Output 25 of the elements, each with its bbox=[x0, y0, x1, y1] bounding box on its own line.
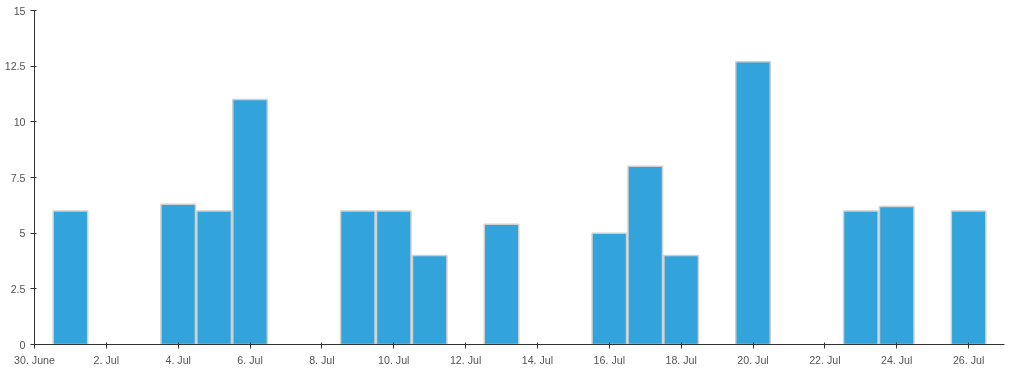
bar bbox=[950, 210, 987, 345]
y-tick-label: 10 bbox=[13, 115, 26, 128]
x-tick-label: 26. Jul bbox=[952, 353, 985, 366]
x-tick-label: 20. Jul bbox=[737, 353, 769, 366]
x-tick-label: 18. Jul bbox=[665, 353, 697, 366]
bar bbox=[483, 223, 520, 345]
x-tick-label: 2. Jul bbox=[93, 353, 120, 366]
y-tick-label: 0 bbox=[19, 338, 26, 351]
y-tick-label: 12.5 bbox=[4, 60, 26, 73]
bar bbox=[52, 210, 89, 345]
x-tick-label: 16. Jul bbox=[593, 353, 626, 366]
x-tick-label: 14. Jul bbox=[521, 353, 554, 366]
x-tick-label: 10. Jul bbox=[378, 353, 410, 366]
y-tick-label: 7.5 bbox=[10, 171, 26, 184]
y-tick-label: 5 bbox=[19, 227, 26, 240]
y-tick-label: 2.5 bbox=[10, 282, 26, 295]
bar bbox=[735, 60, 772, 345]
x-tick-label: 12. Jul bbox=[449, 353, 482, 366]
x-tick-label: 6. Jul bbox=[237, 353, 263, 366]
x-tick-label: 8. Jul bbox=[309, 353, 335, 366]
x-tick-label: 24. Jul bbox=[881, 353, 913, 366]
x-tick-label: 4. Jul bbox=[165, 353, 191, 366]
y-tick-label: 15 bbox=[13, 4, 26, 17]
x-tick-label: 22. Jul bbox=[809, 353, 841, 366]
x-tick-label: 30. June bbox=[14, 353, 56, 366]
